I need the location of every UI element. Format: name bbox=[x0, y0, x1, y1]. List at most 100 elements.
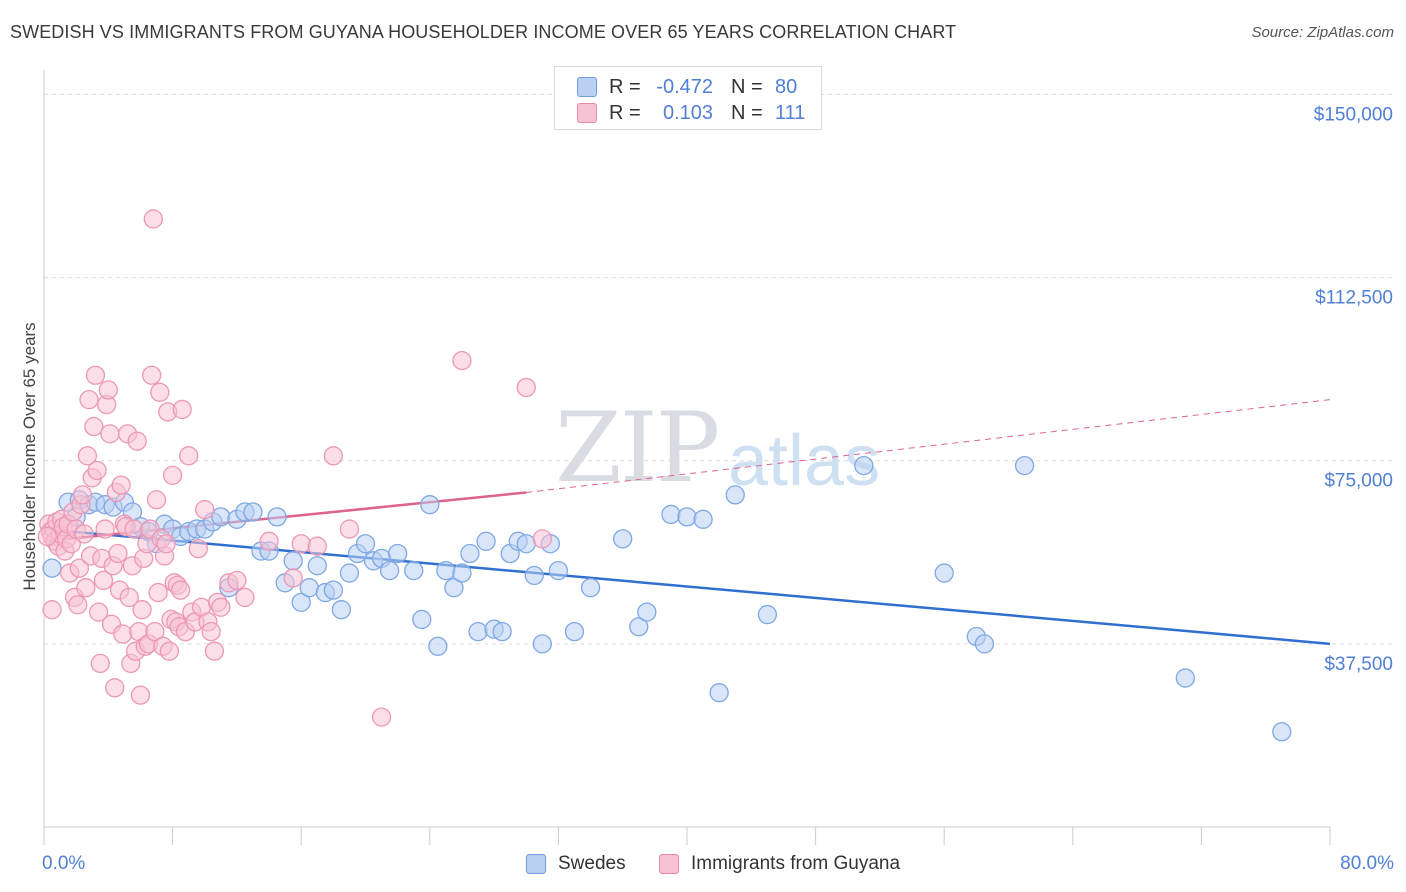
point-guyana bbox=[127, 431, 147, 451]
y-tick-label: $112,500 bbox=[1315, 288, 1393, 309]
legend-item-guyana[interactable]: Immigrants from Guyana bbox=[659, 853, 900, 875]
point-guyana bbox=[79, 390, 99, 410]
point-swedes bbox=[243, 502, 263, 522]
point-swedes bbox=[339, 563, 360, 583]
point-guyana bbox=[113, 624, 133, 644]
point-guyana bbox=[227, 570, 247, 591]
point-guyana bbox=[452, 350, 472, 371]
point-guyana bbox=[145, 621, 165, 642]
point-guyana bbox=[130, 685, 151, 705]
point-swedes bbox=[548, 560, 569, 581]
point-guyana bbox=[69, 558, 90, 578]
point-guyana bbox=[170, 580, 191, 600]
point-guyana bbox=[100, 424, 120, 444]
point-guyana bbox=[323, 446, 344, 466]
point-swedes bbox=[613, 529, 633, 549]
point-swedes bbox=[412, 609, 432, 630]
guyana-swatch bbox=[659, 854, 679, 874]
point-guyana bbox=[179, 446, 199, 466]
point-guyana bbox=[201, 621, 221, 642]
axes bbox=[43, 70, 1331, 845]
point-guyana bbox=[68, 595, 88, 615]
chart-source: Source: ZipAtlas.com bbox=[1251, 24, 1394, 41]
swedes-swatch bbox=[526, 854, 546, 874]
point-swedes bbox=[452, 563, 472, 583]
grid-lines bbox=[44, 93, 1394, 645]
guyana-swatch bbox=[577, 103, 597, 123]
point-guyana bbox=[172, 399, 192, 420]
point-swedes bbox=[516, 534, 536, 554]
point-guyana bbox=[89, 602, 109, 622]
point-swedes bbox=[725, 485, 745, 505]
point-guyana bbox=[90, 653, 110, 674]
y-tick-label: $37,500 bbox=[1324, 654, 1393, 675]
point-swedes bbox=[404, 560, 424, 581]
point-guyana bbox=[108, 543, 128, 564]
point-swedes bbox=[323, 580, 344, 600]
point-guyana bbox=[105, 678, 125, 698]
point-swedes bbox=[524, 565, 544, 586]
point-guyana bbox=[87, 460, 107, 481]
point-guyana bbox=[307, 536, 327, 556]
point-guyana bbox=[93, 570, 114, 591]
point-swedes bbox=[661, 504, 681, 525]
point-swedes bbox=[420, 495, 440, 515]
legend-row-guyana: R = 0.103 N = 111 bbox=[577, 101, 805, 125]
y-tick-label: $75,000 bbox=[1324, 471, 1393, 492]
y-axis-label: Householder Income Over 65 years bbox=[20, 322, 39, 590]
r-value: -0.472 bbox=[656, 75, 713, 98]
point-guyana bbox=[211, 597, 231, 617]
point-swedes bbox=[436, 560, 456, 581]
point-guyana bbox=[98, 380, 118, 400]
point-swedes bbox=[637, 602, 657, 622]
data-points bbox=[37, 209, 1292, 742]
point-guyana bbox=[162, 465, 183, 486]
point-guyana bbox=[77, 446, 98, 466]
point-guyana bbox=[142, 365, 162, 385]
axis-labels: $37,500 $75,000 $112,500 $150,000 0.0% 80.0% H… bbox=[20, 104, 1394, 874]
legend-item-swedes[interactable]: Swedes bbox=[526, 853, 626, 875]
point-guyana bbox=[111, 475, 131, 495]
point-guyana bbox=[283, 568, 303, 588]
point-guyana bbox=[204, 641, 225, 661]
point-guyana bbox=[42, 600, 62, 620]
point-guyana bbox=[124, 519, 144, 539]
point-swedes bbox=[331, 600, 352, 620]
point-swedes bbox=[580, 578, 601, 598]
n-value: 80 bbox=[775, 75, 798, 98]
swedes-swatch bbox=[577, 77, 597, 97]
point-swedes bbox=[492, 621, 512, 642]
point-swedes bbox=[387, 543, 408, 564]
point-guyana bbox=[532, 529, 552, 549]
point-guyana bbox=[156, 534, 176, 554]
point-swedes bbox=[934, 563, 954, 583]
r-label: R = bbox=[609, 75, 641, 98]
point-guyana bbox=[516, 377, 536, 398]
point-swedes bbox=[211, 507, 231, 527]
point-guyana bbox=[143, 209, 163, 229]
legend-label-swedes: Swedes bbox=[558, 853, 626, 874]
y-tick-label: $150,000 bbox=[1314, 104, 1393, 125]
chart-title: SWEDISH VS IMMIGRANTS FROM GUYANA HOUSEH… bbox=[10, 22, 957, 42]
point-swedes bbox=[476, 531, 496, 551]
legend-row-swedes: R = -0.472 N = 80 bbox=[577, 75, 797, 99]
point-swedes bbox=[693, 509, 713, 529]
point-guyana bbox=[85, 365, 106, 385]
point-guyana bbox=[37, 526, 57, 547]
r-label: R = bbox=[609, 101, 641, 124]
point-swedes bbox=[291, 592, 311, 612]
point-swedes bbox=[42, 558, 62, 578]
point-guyana bbox=[339, 519, 360, 539]
point-guyana bbox=[74, 524, 94, 544]
point-swedes bbox=[532, 634, 552, 654]
point-swedes bbox=[379, 560, 400, 581]
watermark-zip: ZIP bbox=[555, 392, 720, 504]
point-guyana bbox=[72, 485, 93, 505]
point-swedes bbox=[629, 617, 649, 637]
point-guyana bbox=[76, 578, 96, 598]
point-swedes bbox=[709, 683, 729, 703]
point-guyana bbox=[235, 587, 255, 608]
point-guyana bbox=[132, 600, 152, 620]
point-swedes bbox=[1175, 668, 1195, 688]
